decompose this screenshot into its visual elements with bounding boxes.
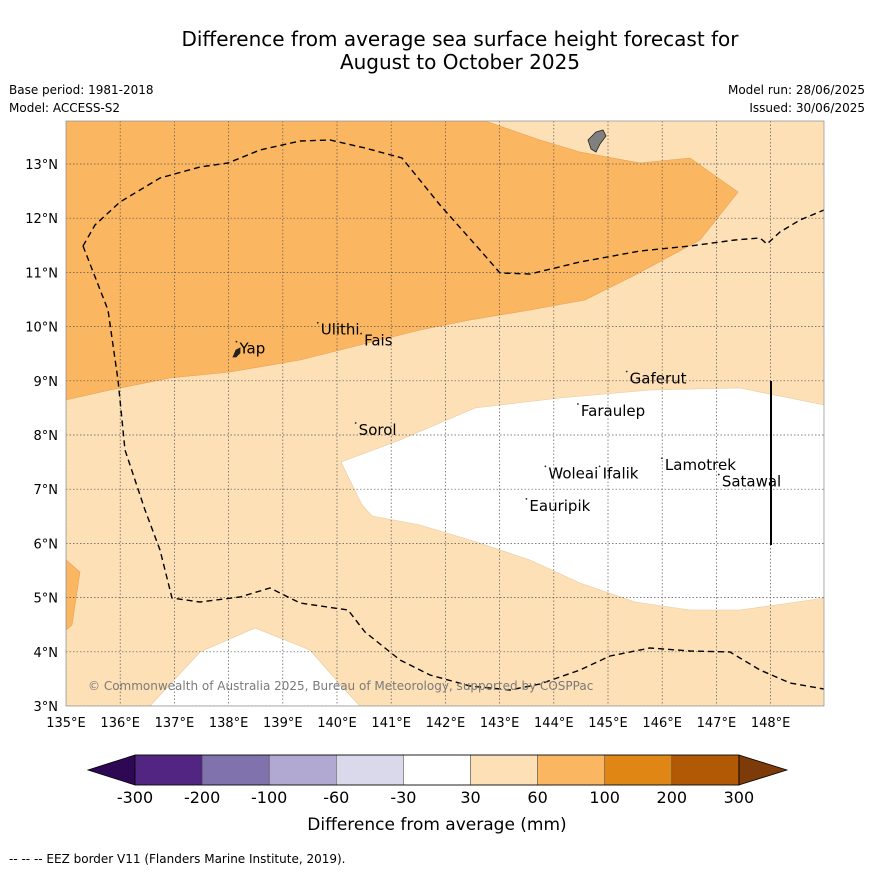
colorbar-tick-label: 200 bbox=[657, 788, 688, 807]
title-line-1: Difference from average sea surface heig… bbox=[181, 27, 739, 51]
lat-tick-label: 4°N bbox=[34, 646, 59, 661]
lon-tick-label: 137°E bbox=[155, 716, 195, 731]
place-marker bbox=[661, 457, 663, 460]
lat-tick-label: 9°N bbox=[34, 375, 59, 390]
lat-tick-label: 3°N bbox=[34, 700, 59, 715]
eez-border-west bbox=[82, 139, 824, 275]
lon-tick-label: 143°E bbox=[480, 716, 520, 731]
lon-tick-label: 147°E bbox=[697, 716, 737, 731]
lat-tick-label: 6°N bbox=[34, 537, 59, 552]
colorbar-tick-label: 100 bbox=[589, 788, 620, 807]
colorbar-swatch bbox=[268, 754, 337, 786]
place-marker bbox=[525, 497, 528, 500]
guam-island bbox=[587, 129, 607, 153]
footer-note: -- -- -- EEZ border V11 (Flanders Marine… bbox=[9, 852, 346, 866]
colorbar-frame bbox=[134, 754, 740, 786]
colorbar-tick-label: -60 bbox=[323, 788, 349, 807]
colorbar-swatch bbox=[403, 754, 471, 786]
chart-title: Difference from average sea surface heig… bbox=[0, 28, 873, 74]
place-label-fais: Fais bbox=[364, 332, 393, 350]
colorbar-swatch bbox=[604, 754, 673, 786]
issued-label: Issued: 30/06/2025 bbox=[749, 101, 865, 115]
lon-tick-label: 146°E bbox=[642, 716, 682, 731]
lon-tick-label: 136°E bbox=[100, 716, 140, 731]
meta-left: Base period: 1981-2018 Model: ACCESS-S2 bbox=[9, 81, 154, 117]
place-label-ifalik: Ifalik bbox=[603, 464, 639, 482]
place-marker bbox=[360, 332, 362, 335]
place-marker bbox=[544, 465, 547, 468]
lon-tick-label: 142°E bbox=[426, 716, 466, 731]
lat-tick-label: 10°N bbox=[25, 321, 58, 336]
lon-tick-label: 140°E bbox=[317, 716, 357, 731]
colorbar-swatch bbox=[470, 754, 538, 786]
colorbar-swatch bbox=[336, 754, 404, 786]
map-frame bbox=[65, 120, 825, 707]
place-label-sorol: Sorol bbox=[359, 421, 397, 439]
place-label-faraulep: Faraulep bbox=[581, 402, 645, 420]
lon-tick-label: 139°E bbox=[263, 716, 303, 731]
place-marker bbox=[717, 473, 720, 476]
colorbar-boxes bbox=[86, 754, 789, 786]
place-label-ulithi: Ulithi bbox=[321, 321, 360, 339]
lon-tick-label: 148°E bbox=[751, 716, 791, 731]
colorbar-tick-labels: -300 -200 -100 -60 -30 30 60 100 200 300 bbox=[117, 788, 754, 807]
place-marker bbox=[598, 465, 601, 468]
yap-island bbox=[232, 347, 241, 358]
colorbar-tick-label: -100 bbox=[251, 788, 287, 807]
lat-tick-label: 8°N bbox=[34, 429, 59, 444]
lon-tick-label: 145°E bbox=[588, 716, 628, 731]
base-period-label: Base period: 1981-2018 bbox=[9, 83, 154, 97]
colorbar-extend-low bbox=[86, 754, 136, 786]
meta-right: Model run: 28/06/2025 Issued: 30/06/2025 bbox=[728, 81, 865, 117]
place-label-woleai: Woleai bbox=[548, 464, 598, 482]
colorbar-tick-label: 60 bbox=[527, 788, 547, 807]
colorbar-swatch bbox=[671, 754, 740, 786]
colorbar-tick-label: -300 bbox=[117, 788, 153, 807]
anomaly-band-60-100-north bbox=[66, 121, 739, 401]
lat-tick-label: 7°N bbox=[34, 483, 59, 498]
place-label-gaferut: Gaferut bbox=[630, 370, 687, 388]
lon-tick-label: 135°E bbox=[46, 716, 86, 731]
colorbar-tick-label: -30 bbox=[390, 788, 416, 807]
place-marker bbox=[235, 340, 238, 343]
lon-tick-label: 141°E bbox=[371, 716, 411, 731]
lon-tick-label: 138°E bbox=[209, 716, 249, 731]
colorbar-swatch bbox=[134, 754, 203, 786]
place-label-lamotrek: Lamotrek bbox=[665, 456, 736, 474]
anomaly-band-60-100-west bbox=[66, 559, 81, 631]
colorbar-swatch bbox=[201, 754, 270, 786]
colorbar-tick-label: 30 bbox=[460, 788, 480, 807]
eez-border-yap-south bbox=[82, 245, 824, 691]
colorbar-tick-label: 300 bbox=[724, 788, 755, 807]
colorbar-swatch bbox=[537, 754, 605, 786]
copyright-text: © Commonwealth of Australia 2025, Bureau… bbox=[88, 679, 593, 693]
place-marker bbox=[625, 370, 628, 373]
colorbar-tick-label: -200 bbox=[184, 788, 220, 807]
eez-borders bbox=[82, 139, 824, 691]
place-label-yap: Yap bbox=[238, 340, 265, 358]
lat-tick-label: 13°N bbox=[25, 158, 58, 173]
colorbar-label: Difference from average (mm) bbox=[307, 815, 566, 835]
model-label: Model: ACCESS-S2 bbox=[9, 101, 121, 115]
place-label-eauripik: Eauripik bbox=[529, 497, 590, 515]
place-marker bbox=[316, 321, 319, 324]
lon-tick-label: 144°E bbox=[534, 716, 574, 731]
lat-tick-label: 11°N bbox=[25, 266, 58, 281]
graticule bbox=[66, 121, 824, 706]
place-label-satawal: Satawal bbox=[722, 472, 781, 490]
model-run-label: Model run: 28/06/2025 bbox=[727, 83, 865, 97]
title-line-2: August to October 2025 bbox=[339, 50, 581, 74]
axis-ticks: 135°E 136°E 137°E 138°E 139°E 140°E 141°E 142°E… bbox=[25, 158, 790, 731]
colorbar-extend-high bbox=[738, 754, 789, 786]
place-marker bbox=[354, 422, 357, 424]
lat-tick-label: 5°N bbox=[34, 592, 59, 607]
lat-tick-label: 12°N bbox=[25, 212, 58, 227]
anomaly-neutral-east bbox=[340, 387, 824, 611]
place-marker bbox=[577, 403, 579, 405]
